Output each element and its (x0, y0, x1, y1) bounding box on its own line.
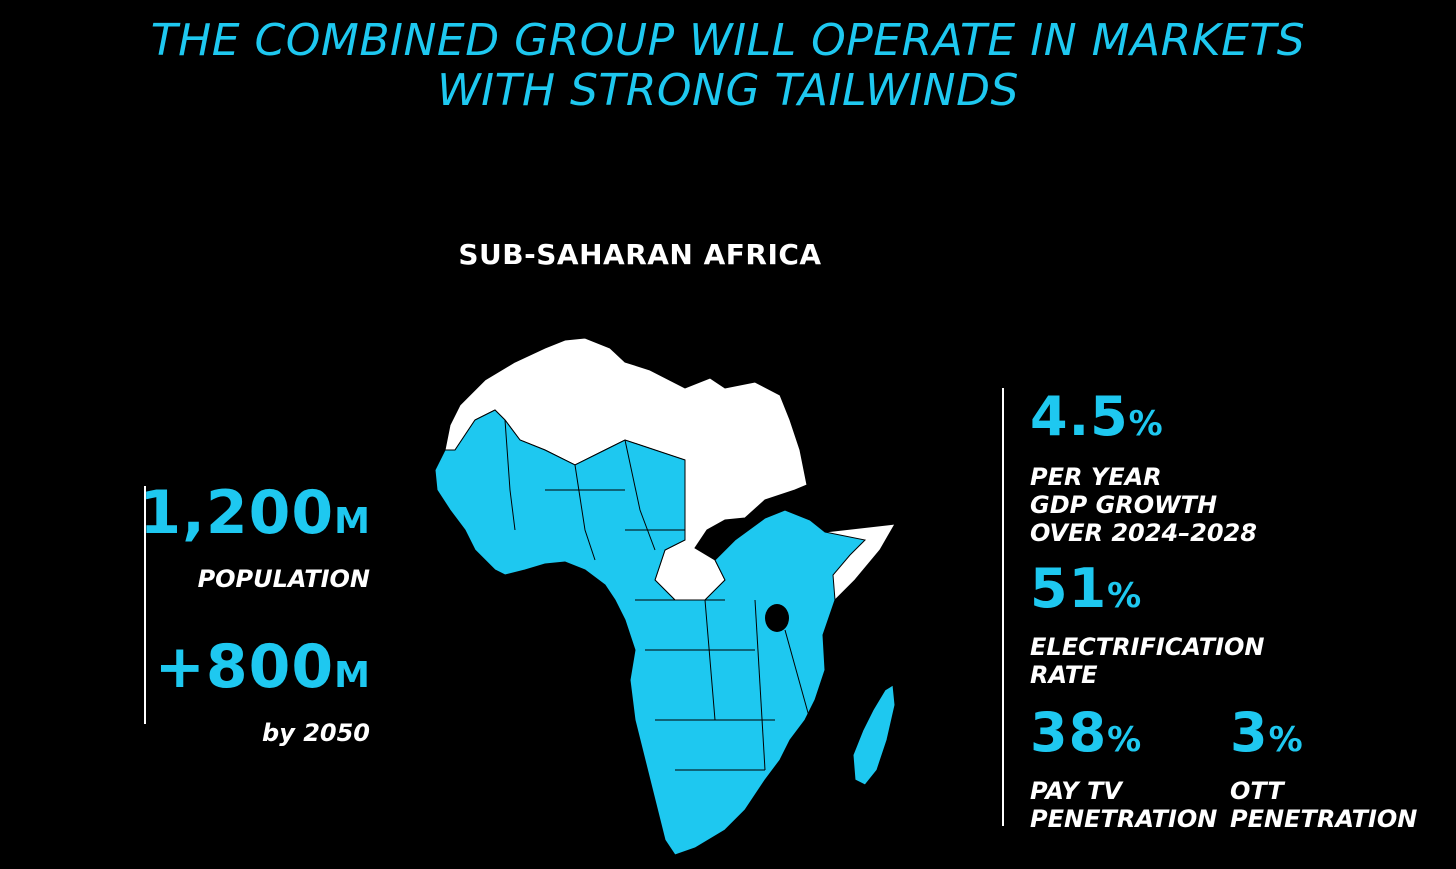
left-divider (144, 486, 146, 724)
gdp-growth-unit: % (1128, 404, 1163, 444)
page-title: THE COMBINED GROUP WILL OPERATE IN MARKE… (0, 16, 1456, 116)
population-growth-unit: M (334, 655, 370, 696)
region-label: SUB-SAHARAN AFRICA (458, 238, 822, 271)
gdp-growth-value: 4.5 (1030, 385, 1129, 448)
electrification-label-line-1: ELECTRIFICATION (1030, 633, 1265, 661)
ott-unit: % (1268, 720, 1303, 760)
pay-tv-value: 38 (1030, 701, 1108, 764)
country-borders (504, 419, 811, 771)
horn-of-africa-region (824, 523, 896, 602)
pay-tv-label-line-1: PAY TV (1030, 777, 1122, 805)
electrification-unit: % (1107, 576, 1142, 616)
pay-tv-label-line-2: PENETRATION (1030, 805, 1218, 833)
population-growth-value: +800 (154, 632, 335, 702)
population-growth-label: by 2050 (262, 719, 370, 747)
title-line-1: THE COMBINED GROUP WILL OPERATE IN MARKE… (150, 15, 1306, 66)
population-stat: 1,200M POPULATION (139, 476, 370, 593)
ott-label-line-1: OTT (1230, 777, 1284, 805)
population-label: POPULATION (197, 565, 370, 593)
gdp-growth-stat: 4.5% PER YEAR GDP GROWTH OVER 2024–2028 (1030, 384, 1257, 547)
ott-stat: 3% OTT PENETRATION (1230, 701, 1418, 834)
gdp-label-line-3: OVER 2024–2028 (1030, 519, 1257, 547)
population-value: 1,200 (139, 478, 335, 548)
lake-victoria (765, 604, 789, 632)
population-unit: M (334, 501, 370, 542)
africa-map (434, 337, 896, 856)
electrification-value: 51 (1030, 557, 1108, 620)
madagascar (852, 684, 896, 786)
population-growth-stat: +800M by 2050 (155, 630, 370, 747)
pay-tv-unit: % (1107, 720, 1142, 760)
title-line-2: WITH STRONG TAILWINDS (437, 65, 1019, 116)
sub-saharan-region (434, 409, 896, 856)
electrification-label-line-2: RATE (1030, 661, 1098, 689)
gdp-label-line-2: GDP GROWTH (1030, 491, 1218, 519)
ott-label-line-2: PENETRATION (1230, 805, 1418, 833)
gdp-label-line-1: PER YEAR (1030, 463, 1162, 491)
ott-value: 3 (1230, 701, 1269, 764)
electrification-stat: 51% ELECTRIFICATION RATE (1030, 557, 1265, 690)
pay-tv-stat: 38% PAY TV PENETRATION (1030, 701, 1218, 834)
right-divider (1002, 388, 1004, 826)
